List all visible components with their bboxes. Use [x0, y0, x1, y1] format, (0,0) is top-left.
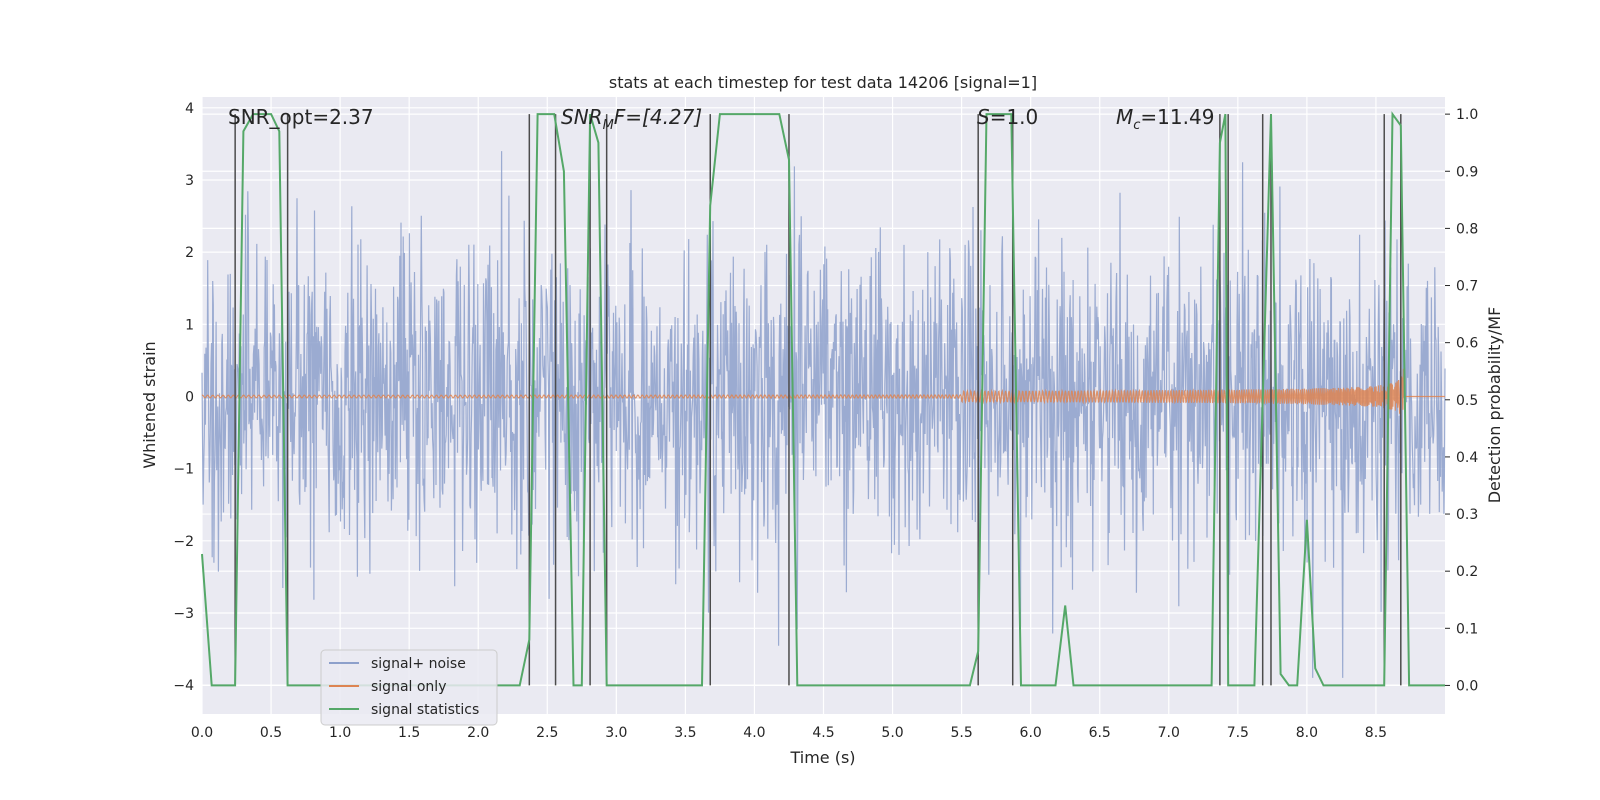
- y2-tick-label: 0.6: [1456, 336, 1478, 352]
- x-tick-label: 0.5: [260, 725, 282, 741]
- legend-label-signal: signal only: [371, 679, 446, 695]
- y-tick-label: 3: [185, 173, 194, 189]
- statistics-line: [201, 111, 1445, 687]
- x-tick-label: 1.5: [398, 725, 420, 741]
- x-tick-label: 3.0: [605, 725, 627, 741]
- y-tick-label: −4: [173, 678, 194, 694]
- y-tick-label: −2: [173, 534, 194, 550]
- annotation-snr-mf: SNRMF=[4.27]: [561, 105, 702, 133]
- annotation-mc: Mc=11.49: [1116, 105, 1214, 133]
- axis-ticks: 0.0 0.5 1.0 1.5 2.0 2.5 3.0 3.5 4.0 4.5 5.0 5.5 6.0 6…: [173, 101, 1478, 741]
- y-tick-label: 1: [185, 317, 194, 333]
- signal-line: [201, 368, 1445, 414]
- x-tick-label: 8.0: [1296, 725, 1318, 741]
- annotation-mc-symbol: M: [1116, 105, 1133, 129]
- y2-axis-label: Detection probability/MF: [1485, 307, 1504, 504]
- x-tick-label: 0.0: [191, 725, 213, 741]
- y2-tick-label: 1.0: [1456, 107, 1478, 123]
- y2-tick-label: 0.9: [1456, 164, 1478, 180]
- x-tick-label: 6.5: [1089, 725, 1111, 741]
- y2-tick-label: 0.2: [1456, 564, 1478, 580]
- x-tick-label: 5.5: [950, 725, 972, 741]
- x-tick-label: 4.0: [743, 725, 765, 741]
- y2-tick-label: 0.4: [1456, 450, 1478, 466]
- x-tick-label: 8.5: [1365, 725, 1387, 741]
- signal-statistics-series: [201, 111, 1445, 687]
- annotation-snr-mf-value: F=[4.27]: [614, 105, 702, 129]
- y2-tick-label: 0.3: [1456, 507, 1478, 523]
- x-axis-label: Time (s): [789, 748, 855, 767]
- y2-tick-label: 0.5: [1456, 393, 1478, 409]
- chart-title: stats at each timestep for test data 142…: [609, 73, 1037, 92]
- y-axis-label: Whitened strain: [140, 341, 159, 468]
- y2-tick-label: 0.0: [1456, 678, 1478, 694]
- x-tick-label: 2.0: [467, 725, 489, 741]
- x-tick-label: 3.5: [674, 725, 696, 741]
- y-tick-label: −3: [173, 606, 194, 622]
- x-tick-label: 7.0: [1158, 725, 1180, 741]
- annotation-s: S=1.0: [977, 105, 1038, 129]
- y2-tick-label: 0.7: [1456, 279, 1478, 295]
- annotation-snr-mf-symbol: SNR: [561, 105, 603, 129]
- x-tick-label: 4.5: [812, 725, 834, 741]
- y-tick-label: 2: [185, 245, 194, 261]
- noise-series: [201, 151, 1446, 678]
- legend-label-statistics: signal statistics: [371, 702, 479, 718]
- annotation-mc-value: =11.49: [1140, 105, 1214, 129]
- x-tick-label: 5.0: [881, 725, 903, 741]
- legend-box: [320, 649, 498, 726]
- y-tick-label: 0: [185, 389, 194, 405]
- y-tick-label: 4: [185, 101, 194, 117]
- x-tick-label: 2.5: [536, 725, 558, 741]
- noise-line: [201, 151, 1446, 678]
- x-tick-label: 1.0: [329, 725, 351, 741]
- legend: signal+ noise signal only signal statist…: [320, 649, 498, 726]
- annotation-snr-mf-subscript: M: [603, 118, 614, 133]
- signal-only-series: [201, 368, 1445, 414]
- annotation-snr-opt: SNR_opt=2.37: [228, 105, 374, 129]
- y2-tick-label: 0.1: [1456, 621, 1478, 637]
- annotation-s-symbol: S: [977, 105, 990, 129]
- y2-tick-label: 0.8: [1456, 221, 1478, 237]
- y-tick-label: −1: [173, 462, 194, 478]
- x-tick-label: 7.5: [1227, 725, 1249, 741]
- annotation-s-value: =1.0: [990, 105, 1039, 129]
- annotation-mc-subscript: c: [1133, 118, 1140, 133]
- legend-label-noise: signal+ noise: [371, 656, 466, 672]
- x-tick-label: 6.0: [1020, 725, 1042, 741]
